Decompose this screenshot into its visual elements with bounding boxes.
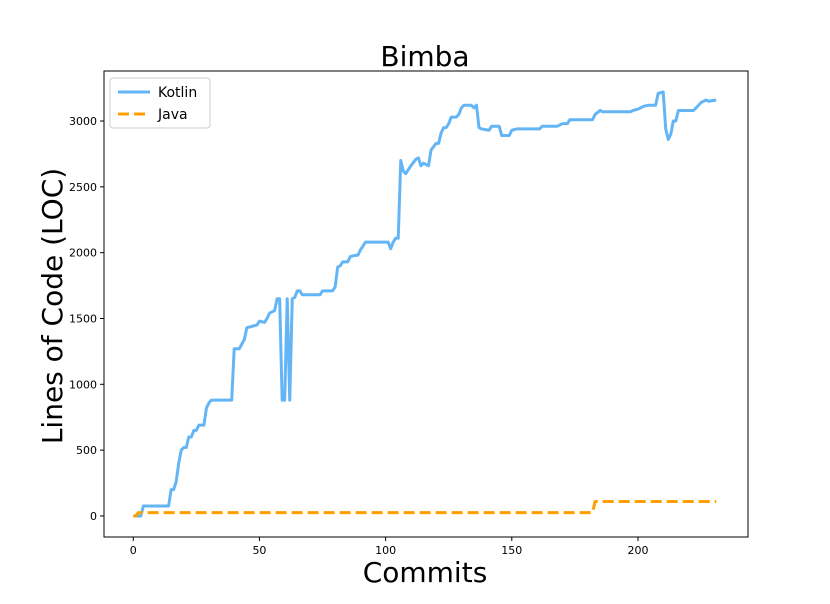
y-tick-label: 1500: [69, 312, 97, 325]
x-tick-label: 100: [375, 544, 396, 557]
x-axis: 0 50 100 150 200: [130, 537, 648, 557]
x-tick-label: 150: [501, 544, 522, 557]
y-tick-label: 3000: [69, 115, 97, 128]
x-tick-label: 0: [130, 544, 137, 557]
y-axis-title: Lines of Code (LOC): [36, 168, 69, 444]
x-axis-title: Commits: [363, 556, 488, 589]
legend: Kotlin Java: [109, 77, 211, 129]
series-line-kotlin: [133, 90, 717, 518]
legend-label-java: Java: [157, 107, 188, 123]
y-tick-label: 500: [76, 444, 97, 457]
x-tick-label: 50: [252, 544, 266, 557]
plot-frame: [103, 70, 749, 538]
y-tick-label: 2000: [69, 247, 97, 260]
series-line-java: [133, 499, 717, 518]
y-tick-label: 2500: [69, 181, 97, 194]
legend-label-kotlin: Kotlin: [158, 85, 197, 101]
x-tick-label: 200: [627, 544, 648, 557]
y-axis: 0 500 1000 1500 2000 2500 3000: [69, 115, 104, 523]
y-tick-label: 1000: [69, 378, 97, 391]
series-layer: [133, 90, 717, 518]
y-tick-label: 0: [90, 510, 97, 523]
chart-title: Bimba: [380, 40, 469, 73]
